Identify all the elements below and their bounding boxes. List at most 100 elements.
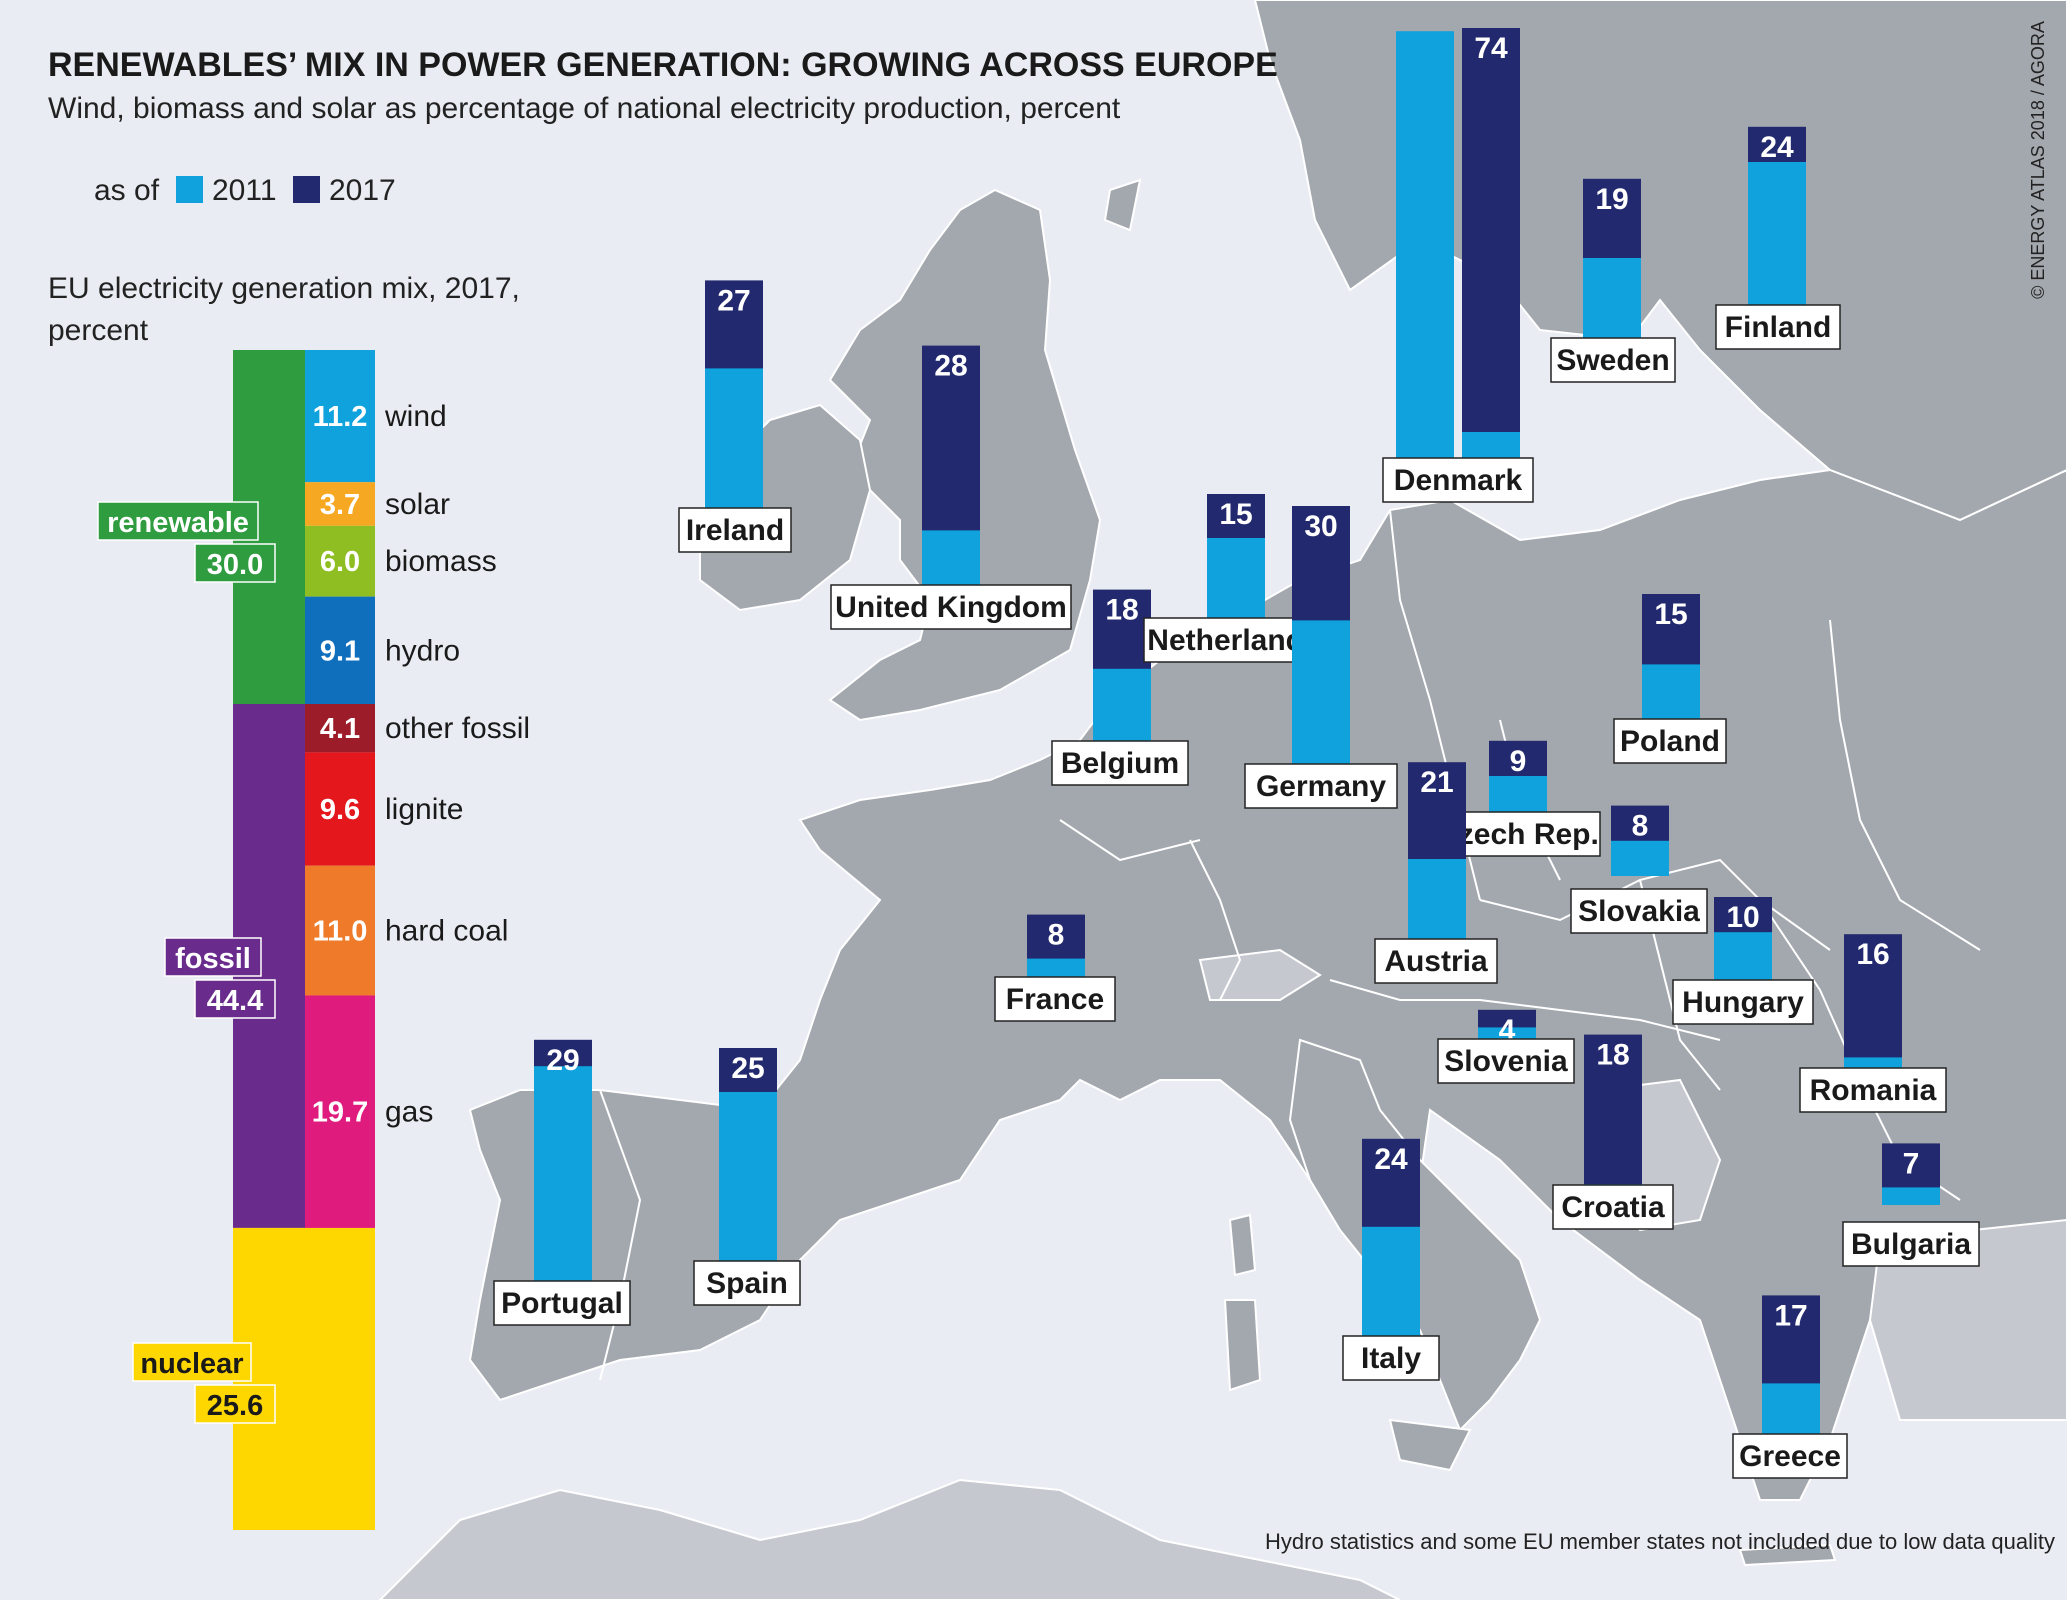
border-line	[1059, 819, 1201, 862]
bar-value-label: 25	[731, 1052, 764, 1085]
chart-subtitle: Wind, biomass and solar as percentage of…	[48, 92, 1121, 125]
country-label-box	[994, 976, 1116, 1022]
country-bar-group: 24 Italy	[1342, 1138, 1440, 1381]
country-label: Poland	[1620, 725, 1720, 758]
land-sardinia	[1223, 1299, 1262, 1392]
mix-segment-wind	[305, 350, 375, 483]
bar-2011	[1396, 31, 1454, 468]
mix-group-label: nuclear	[140, 1348, 243, 1380]
mix-segment-other-fossil	[305, 704, 375, 753]
bar-2011	[1642, 664, 1700, 726]
mix-group-value-box	[194, 979, 276, 1019]
bar-value-label: 8	[1632, 810, 1649, 843]
country-label-box	[1550, 337, 1676, 383]
mix-group-value-box	[194, 543, 276, 583]
mix-group-label: renewable	[107, 507, 249, 539]
country-label-box	[1732, 1433, 1848, 1479]
eu-mix-title-line2: percent	[48, 314, 149, 347]
mix-segment-gas	[305, 995, 375, 1228]
bar-value-label: 15	[1219, 498, 1252, 531]
country-label-box	[1613, 718, 1727, 764]
bar-2011	[705, 368, 763, 518]
country-label: Croatia	[1561, 1191, 1665, 1224]
bar-value-label: 27	[717, 284, 750, 317]
footnote: Hydro statistics and some EU member stat…	[1265, 1529, 2055, 1554]
land-north-africa	[378, 1478, 1401, 1600]
border-line	[1329, 979, 1721, 1041]
country-label: Romania	[1810, 1074, 1937, 1107]
bar-2011	[534, 1066, 592, 1295]
legend-prefix: as of	[94, 174, 160, 207]
bar-2011	[1714, 932, 1772, 985]
country-label: Belgium	[1061, 747, 1179, 780]
country-bar-group: 18 Croatia	[1552, 1034, 1674, 1230]
bar-2011	[1093, 668, 1151, 748]
country-label: France	[1006, 983, 1104, 1016]
country-label: Portugal	[501, 1287, 623, 1320]
mix-segment-value: 6.0	[320, 546, 360, 578]
country-label-box	[1552, 1184, 1674, 1230]
mix-segment-value: 9.6	[320, 794, 360, 826]
bar-2011	[922, 530, 980, 592]
country-label: United Kingdom	[835, 591, 1067, 624]
bar-2011	[1362, 1226, 1420, 1350]
country-label: Bulgaria	[1851, 1228, 1971, 1261]
mix-segment-hard-coal	[305, 865, 375, 996]
mix-segment-label: other fossil	[385, 712, 530, 745]
country-label-box	[830, 584, 1072, 630]
country-label: Germany	[1256, 770, 1386, 803]
country-label-box	[1244, 763, 1398, 809]
country-label: Sweden	[1556, 344, 1669, 377]
bar-2011	[1882, 1187, 1940, 1205]
mix-segment-label: hydro	[385, 634, 460, 667]
mix-segment-value: 11.2	[313, 401, 368, 433]
mix-segment-label: gas	[385, 1096, 433, 1129]
mix-segment-label: hard coal	[385, 915, 508, 948]
bar-2017	[1462, 28, 1520, 468]
mix-segment-value: 3.7	[320, 489, 360, 521]
country-label-box	[1051, 740, 1189, 786]
country-label-box	[678, 507, 792, 553]
country-label: Denmark	[1394, 464, 1523, 497]
mix-segment-biomass	[305, 525, 375, 597]
mix-segment-label: solar	[385, 488, 450, 521]
bar-value-label: 28	[934, 350, 967, 383]
country-bar-group: 8 France	[994, 914, 1116, 1022]
country-label: Slovakia	[1578, 895, 1700, 928]
mix-group-value: 44.4	[207, 985, 263, 1017]
eu-mix-stacked-bar: renewable 30.0 fossil 44.4 nuclear 25.6 11.2 wi…	[97, 350, 530, 1530]
bar-2011	[1583, 258, 1641, 346]
bar-value-label: 18	[1105, 594, 1138, 627]
mix-segment-value: 9.1	[320, 635, 360, 667]
legend-swatch-2011	[176, 176, 203, 203]
country-label: Netherlands	[1147, 624, 1320, 657]
bar-value-label: 18	[1596, 1039, 1629, 1072]
bar-value-label: 8	[1048, 919, 1065, 952]
bar-2011	[1207, 538, 1265, 626]
country-bar-group: 19 Sweden	[1550, 178, 1676, 383]
mix-group-tag	[97, 501, 259, 541]
bar-value-label: 16	[1856, 938, 1889, 971]
bar-2011	[1408, 859, 1466, 947]
mix-group-label: fossil	[175, 943, 251, 975]
bar-2011	[719, 1092, 777, 1268]
border-line	[1829, 619, 1981, 951]
country-bar-group: 25 Spain	[693, 1048, 801, 1306]
country-label: Italy	[1361, 1342, 1421, 1375]
country-label-box	[1437, 1038, 1575, 1084]
country-bar-group: 29 Portugal	[493, 1039, 631, 1326]
land-sicily	[1388, 1418, 1472, 1472]
mix-group-value: 25.6	[207, 1390, 263, 1422]
country-label-box	[693, 1260, 801, 1306]
country-bar-group: 24 Finland	[1715, 126, 1841, 350]
country-bar-group: 8 Slovakia	[1570, 805, 1708, 934]
mix-segment-label: wind	[384, 400, 447, 433]
country-label: Hungary	[1682, 986, 1804, 1019]
country-bar-group: 15 Poland	[1613, 594, 1727, 764]
country-label-box	[1799, 1067, 1947, 1113]
land-island-north	[1103, 178, 1142, 232]
country-label-box	[1342, 1335, 1440, 1381]
chart-title: RENEWABLES’ MIX IN POWER GENERATION: GRO…	[48, 46, 1278, 84]
